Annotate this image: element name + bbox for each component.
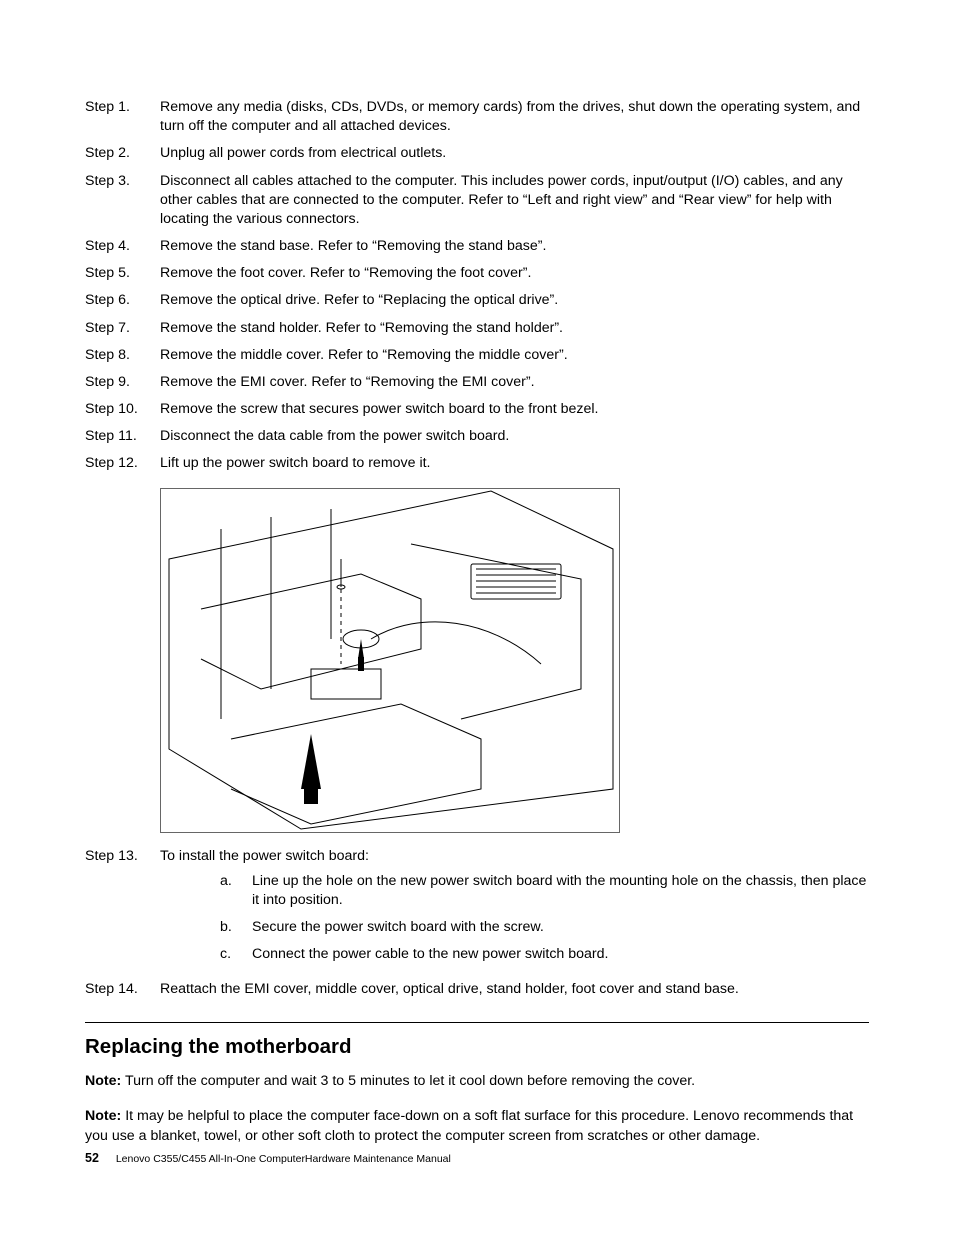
step-text: Remove the optical drive. Refer to “Repl… (160, 291, 869, 310)
step-text: Unplug all power cords from electrical o… (160, 144, 869, 163)
step-12: Step 12.Lift up the power switch board t… (85, 454, 869, 473)
step-3: Step 3.Disconnect all cables attached to… (85, 172, 869, 230)
step-14: Step 14. Reattach the EMI cover, middle … (85, 980, 869, 999)
note-text: It may be helpful to place the computer … (85, 1108, 853, 1143)
step-label: Step 10. (85, 400, 160, 419)
step-label: Step 13. (85, 847, 160, 973)
step-2: Step 2.Unplug all power cords from elect… (85, 144, 869, 163)
sub-label: b. (220, 918, 252, 937)
step-text: Remove any media (disks, CDs, DVDs, or m… (160, 98, 869, 136)
step-label: Step 11. (85, 427, 160, 446)
step-text: To install the power switch board: a.Lin… (160, 847, 869, 973)
step-label: Step 6. (85, 291, 160, 310)
step-text: Remove the middle cover. Refer to “Remov… (160, 346, 869, 365)
step-label: Step 4. (85, 237, 160, 256)
step-label: Step 12. (85, 454, 160, 473)
section-heading: Replacing the motherboard (85, 1033, 869, 1061)
step-text: Remove the stand base. Refer to “Removin… (160, 237, 869, 256)
step-8: Step 8.Remove the middle cover. Refer to… (85, 346, 869, 365)
note-prefix: Note: (85, 1108, 121, 1124)
step-11: Step 11.Disconnect the data cable from t… (85, 427, 869, 446)
step-label: Step 7. (85, 319, 160, 338)
note-text: Turn off the computer and wait 3 to 5 mi… (121, 1073, 695, 1089)
sub-text: Connect the power cable to the new power… (252, 945, 869, 964)
figure-motherboard (160, 488, 869, 833)
step-6: Step 6.Remove the optical drive. Refer t… (85, 291, 869, 310)
step-13: Step 13. To install the power switch boa… (85, 847, 869, 973)
notes-block: Note: Turn off the computer and wait 3 t… (85, 1072, 869, 1146)
section-rule (85, 1022, 869, 1023)
step-text: Remove the EMI cover. Refer to “Removing… (160, 373, 869, 392)
step-text: Disconnect the data cable from the power… (160, 427, 869, 446)
sub-text: Secure the power switch board with the s… (252, 918, 869, 937)
sub-label: c. (220, 945, 252, 964)
step-label: Step 3. (85, 172, 160, 230)
sub-text: Line up the hole on the new power switch… (252, 872, 869, 910)
step-13-sublist: a.Line up the hole on the new power swit… (160, 872, 869, 965)
step-label: Step 8. (85, 346, 160, 365)
step-13-sub-b: b.Secure the power switch board with the… (220, 918, 869, 937)
step-text: Disconnect all cables attached to the co… (160, 172, 869, 230)
note-prefix: Note: (85, 1073, 121, 1089)
page-footer: 52 Lenovo C355/C455 All-In-One ComputerH… (85, 1150, 451, 1167)
step-4: Step 4.Remove the stand base. Refer to “… (85, 237, 869, 256)
step-10: Step 10.Remove the screw that secures po… (85, 400, 869, 419)
step-text: Reattach the EMI cover, middle cover, op… (160, 980, 869, 999)
step-text: Remove the stand holder. Refer to “Remov… (160, 319, 869, 338)
figure-illustration (160, 488, 620, 833)
step-text: Lift up the power switch board to remove… (160, 454, 869, 473)
step-7: Step 7.Remove the stand holder. Refer to… (85, 319, 869, 338)
step-label: Step 14. (85, 980, 160, 999)
step-text: Remove the screw that secures power swit… (160, 400, 869, 419)
step-label: Step 9. (85, 373, 160, 392)
step-9: Step 9.Remove the EMI cover. Refer to “R… (85, 373, 869, 392)
step-13-sub-c: c.Connect the power cable to the new pow… (220, 945, 869, 964)
step-13-sub-a: a.Line up the hole on the new power swit… (220, 872, 869, 910)
step-label: Step 5. (85, 264, 160, 283)
sub-label: a. (220, 872, 252, 910)
note-1: Note: Turn off the computer and wait 3 t… (85, 1072, 869, 1091)
note-2: Note: It may be helpful to place the com… (85, 1107, 869, 1145)
step-13-intro: To install the power switch board: (160, 848, 369, 864)
step-label: Step 1. (85, 98, 160, 136)
step-label: Step 2. (85, 144, 160, 163)
page-number: 52 (85, 1151, 99, 1165)
footer-text: Lenovo C355/C455 All-In-One ComputerHard… (116, 1153, 451, 1165)
step-1: Step 1.Remove any media (disks, CDs, DVD… (85, 98, 869, 136)
step-text: Remove the foot cover. Refer to “Removin… (160, 264, 869, 283)
step-5: Step 5.Remove the foot cover. Refer to “… (85, 264, 869, 283)
step-list: Step 1.Remove any media (disks, CDs, DVD… (85, 98, 869, 474)
